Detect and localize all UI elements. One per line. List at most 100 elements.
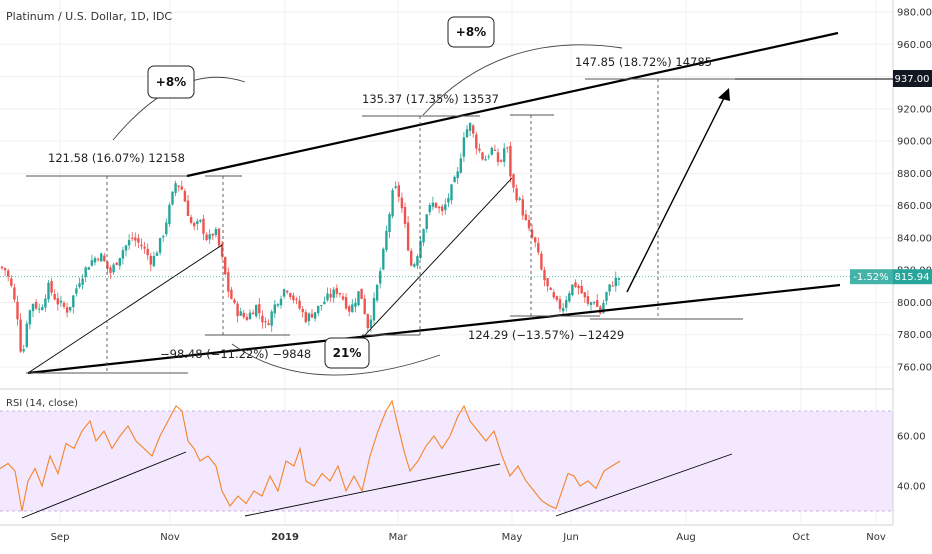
candle-body	[193, 222, 196, 227]
candle-body	[478, 148, 481, 151]
swing-line-2[interactable]	[364, 177, 513, 336]
candle-body	[348, 306, 351, 312]
candle-body	[540, 253, 543, 270]
candle-body	[180, 186, 183, 190]
candle-body	[372, 298, 376, 321]
candle-body	[493, 149, 497, 151]
price-tick-label: 800.00	[897, 298, 932, 309]
candle-body	[465, 129, 469, 138]
candles	[0, 122, 621, 354]
candle-body	[335, 288, 338, 294]
candle-body	[437, 206, 441, 209]
candle-body	[65, 307, 69, 313]
candle-body	[357, 291, 360, 306]
candle-body	[422, 228, 425, 243]
candle-body	[310, 313, 314, 318]
candle-body	[261, 315, 264, 323]
candle-body	[496, 152, 500, 163]
candle-body	[351, 304, 354, 313]
candle-body	[534, 237, 537, 243]
candle-body	[165, 222, 168, 235]
candle-body	[248, 312, 252, 320]
current-price-label: 815.94	[895, 272, 930, 283]
candle-body	[555, 296, 559, 300]
candle-body	[499, 160, 503, 162]
candle-body	[50, 281, 53, 293]
candle-body	[363, 298, 366, 314]
candle-body	[413, 264, 416, 267]
callout-label-1: +8%	[156, 75, 186, 89]
lower-trendline[interactable]	[27, 283, 841, 375]
callout-label-2: +8%	[456, 25, 486, 39]
candle-body	[527, 219, 531, 229]
candle-body	[121, 250, 125, 259]
time-label-jun: Jun	[562, 532, 579, 543]
candle-body	[59, 300, 63, 303]
candle-body	[93, 258, 97, 263]
target-price-badge	[893, 70, 932, 87]
candle-body	[106, 261, 109, 269]
candle-body	[434, 202, 438, 208]
measure-label-2: −98.48 (−11.22%) −9848	[160, 347, 311, 361]
candle-body	[189, 217, 193, 223]
candle-body	[406, 222, 410, 251]
candle-body	[214, 229, 218, 236]
price-tick-label: 840.00	[897, 233, 932, 244]
candle-body	[84, 267, 87, 277]
time-label-2019: 2019	[271, 532, 299, 543]
rsi-band	[0, 411, 893, 511]
candle-body	[320, 305, 323, 307]
projection-arrow-head	[718, 88, 730, 101]
candle-body	[279, 298, 283, 306]
candle-body	[617, 278, 621, 280]
rsi-trendline-3[interactable]	[555, 453, 733, 517]
candle-body	[41, 307, 44, 310]
time-label-may: May	[502, 532, 523, 543]
candle-body	[242, 312, 245, 318]
price-tick-label: 760.00	[897, 363, 932, 374]
candle-body	[205, 234, 208, 240]
measure-labels: 121.58 (16.07%) 12158 −98.48 (−11.22%) −…	[48, 55, 712, 361]
candle-body	[292, 295, 295, 301]
candle-body	[568, 293, 571, 302]
rsi-trendline-2[interactable]	[244, 463, 501, 517]
callout-2[interactable]: +8%	[447, 16, 495, 48]
candle-body	[431, 202, 435, 207]
candle-body	[385, 230, 388, 250]
callout-3[interactable]: 21%	[324, 337, 370, 369]
candle-body	[298, 300, 301, 309]
callout-1[interactable]: +8%	[147, 65, 195, 99]
candle-body	[521, 199, 524, 216]
candle-body	[537, 242, 540, 253]
candle-body	[295, 299, 298, 301]
candle-body	[90, 260, 94, 266]
candle-body	[561, 308, 565, 312]
measurements	[26, 78, 743, 374]
candle-body	[543, 269, 546, 281]
candle-body	[326, 293, 329, 301]
time-label-mar: Mar	[389, 532, 409, 543]
swing-line-1[interactable]	[27, 244, 223, 374]
candle-body	[183, 190, 187, 202]
price-tick-label: 780.00	[897, 330, 932, 341]
projection-arrow-line[interactable]	[626, 93, 727, 293]
candle-body	[580, 285, 583, 294]
candle-body	[62, 302, 66, 307]
measure-label-4: 124.29 (−13.57%) −12429	[468, 328, 624, 342]
measure-label-3: 135.37 (17.35%) 13537	[362, 92, 499, 106]
upper-trendline[interactable]	[186, 31, 839, 178]
candle-body	[338, 293, 342, 295]
candle-body	[137, 238, 140, 243]
rsi-line	[0, 399, 621, 512]
rsi-trendline-1[interactable]	[21, 451, 187, 519]
candle-body	[258, 304, 261, 314]
candle-body	[124, 245, 128, 251]
candle-body	[410, 250, 413, 266]
candle-body	[416, 256, 419, 266]
measure-label-5: 147.85 (18.72%) 14785	[575, 55, 712, 69]
candle-body	[481, 152, 484, 160]
candle-body	[162, 236, 165, 238]
candle-body	[251, 312, 255, 315]
candle-body	[211, 233, 214, 236]
